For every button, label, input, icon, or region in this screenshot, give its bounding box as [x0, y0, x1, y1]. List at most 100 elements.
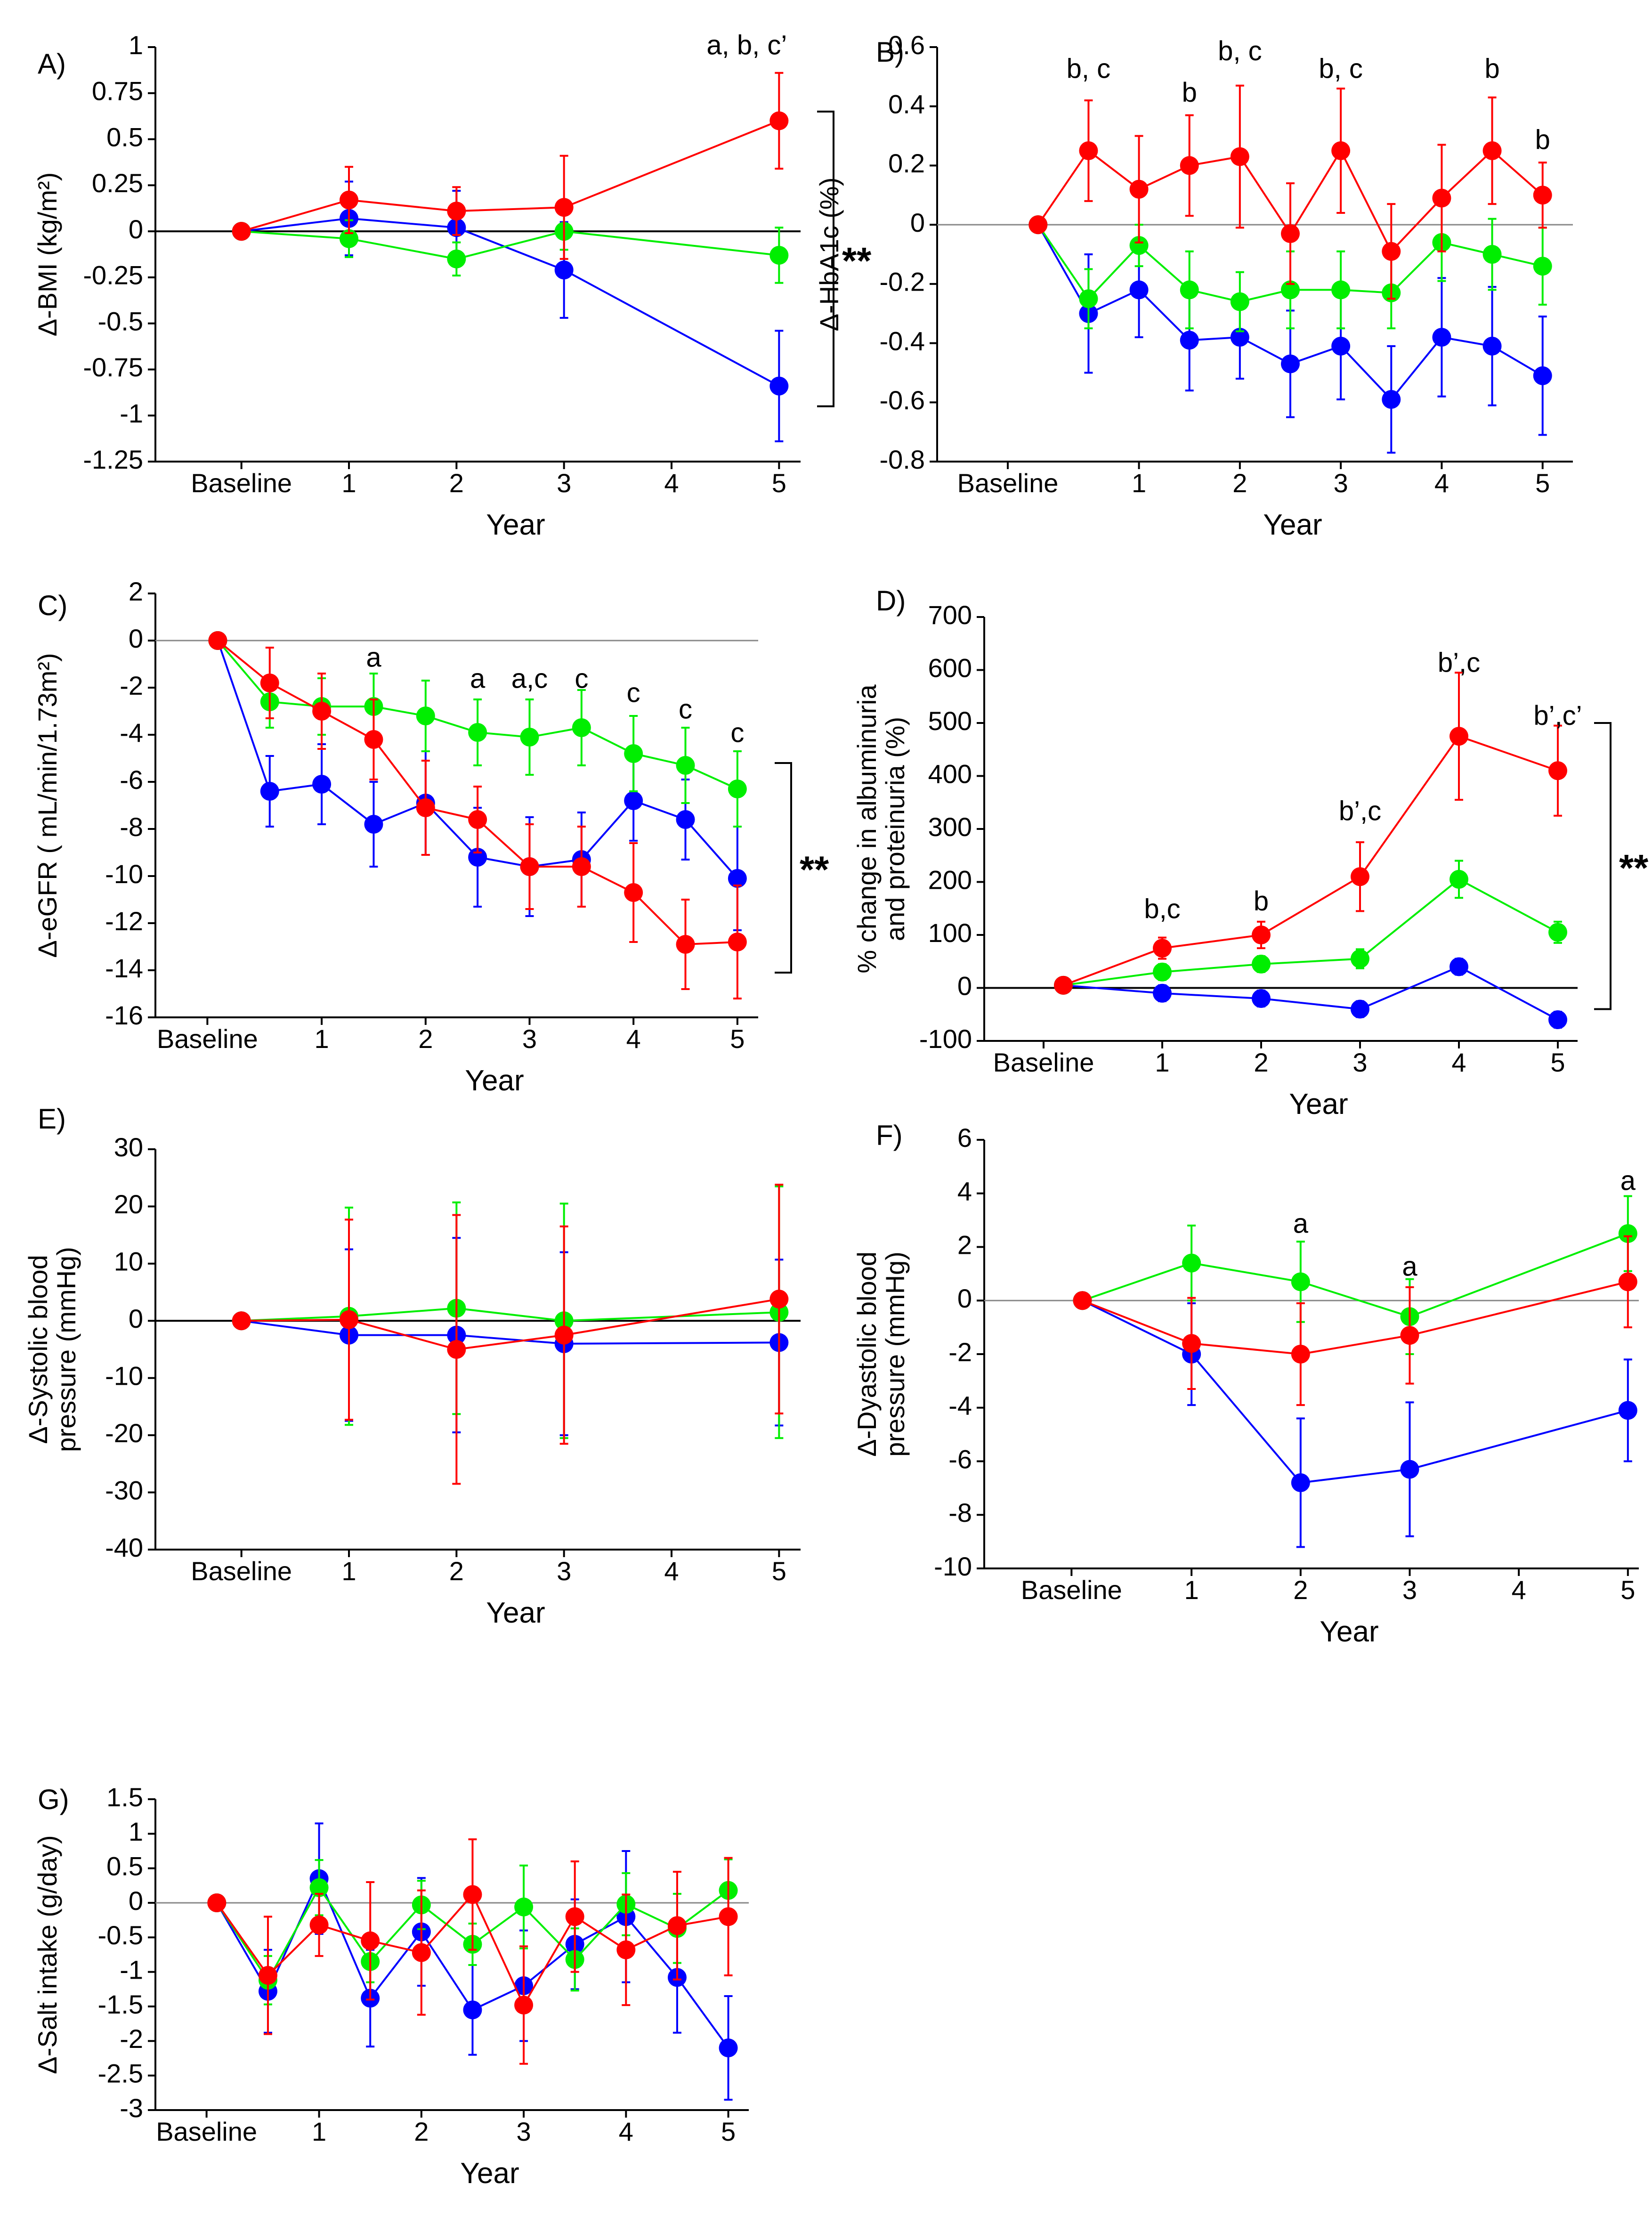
data-point: [447, 249, 466, 268]
data-point: [1548, 923, 1567, 942]
x-tick-label: 2: [1293, 1575, 1308, 1605]
y-tick-label: -6: [120, 765, 143, 795]
significance-label: b: [1535, 124, 1550, 155]
y-tick-label: 0.2: [888, 148, 925, 178]
data-point: [232, 222, 251, 241]
x-tick-label: 2: [449, 1556, 464, 1586]
panel-label: C): [38, 590, 67, 621]
y-axis-title-line2: pressure (mmHg): [51, 1247, 81, 1452]
data-point: [1450, 869, 1468, 889]
significance-label: a, b, c’: [706, 30, 787, 60]
data-point: [447, 202, 466, 221]
data-point: [416, 706, 435, 725]
data-point: [1331, 141, 1351, 160]
data-point: [572, 718, 591, 737]
significance-label: b,c: [1144, 894, 1180, 925]
y-tick-label: 0: [957, 1283, 972, 1313]
data-point: [676, 756, 695, 775]
y-axis-title: Δ-HbA1c (%): [814, 178, 844, 332]
x-tick-label: 3: [1352, 1048, 1367, 1077]
data-point: [309, 1915, 329, 1934]
panel-d: D) 700 600 500 400 300 200 100 0 -100 Baseline 1 2 3 4…: [852, 585, 1649, 1121]
data-point: [312, 702, 332, 721]
x-tick-label: 2: [414, 2117, 429, 2146]
data-point: [676, 810, 695, 829]
data-point: [1450, 957, 1468, 976]
panel-label: B): [876, 36, 904, 68]
y-tick-label: -12: [105, 906, 143, 936]
x-tick-label: 4: [1434, 468, 1449, 498]
y-axis-title-line2: and proteinuria (%): [880, 717, 910, 941]
series-red: [1073, 1235, 1637, 1406]
series-blue: [232, 1237, 789, 1437]
data-point: [616, 1940, 636, 1959]
data-point: [769, 111, 789, 130]
x-axis-title: Year: [460, 2157, 519, 2190]
bracket-label: **: [800, 849, 829, 891]
data-point: [1432, 328, 1451, 347]
x-tick-label: 2: [418, 1024, 433, 1054]
y-tick-label: -40: [105, 1533, 143, 1562]
data-point: [1331, 336, 1351, 356]
significance-label: b: [1254, 886, 1269, 917]
y-tick-label: 0: [129, 214, 143, 244]
y-tick-label: -1.5: [98, 1990, 144, 2019]
significance-label: b’,c: [1438, 648, 1480, 678]
x-tick-label: 2: [1232, 468, 1247, 498]
series-line: [1082, 1281, 1628, 1356]
series-line: [1082, 1233, 1628, 1318]
x-tick-label: 5: [772, 468, 786, 498]
y-tick-label: -0.5: [98, 306, 144, 336]
series-red: [207, 1838, 738, 2065]
data-point: [208, 631, 227, 650]
y-tick-label: 0: [129, 1304, 143, 1333]
significance-bracket: [817, 110, 834, 407]
data-point: [309, 1878, 329, 1897]
data-point: [1618, 1401, 1637, 1420]
y-axis-title: Δ-BMI (kg/m²): [32, 172, 62, 336]
data-point: [520, 857, 539, 876]
significance-label: a: [1293, 1208, 1309, 1239]
significance-label: b, c: [1319, 54, 1363, 84]
x-tick-label: Baseline: [957, 468, 1059, 498]
y-tick-label: -4: [948, 1391, 972, 1421]
x-tick-label: 4: [664, 1556, 679, 1586]
y-tick-label: -100: [919, 1024, 972, 1054]
y-tick-label: 0.6: [888, 30, 925, 60]
y-axis-title: Δ-Salt intake (g/day): [32, 1835, 62, 2074]
series-line: [1082, 1299, 1628, 1484]
y-tick-label: 300: [928, 812, 972, 842]
significance-bracket: [775, 762, 792, 974]
data-point: [1073, 1291, 1092, 1310]
data-point: [1400, 1326, 1419, 1345]
y-tick-label: 0.5: [106, 122, 143, 152]
x-axis-title: Year: [465, 1064, 524, 1097]
x-tick-label: 3: [557, 1556, 571, 1586]
y-tick-label: 0: [957, 971, 972, 1000]
data-point: [1400, 1460, 1419, 1479]
data-point: [719, 1907, 738, 1926]
y-axis-title: Δ-Dyastolic blood: [852, 1251, 882, 1457]
y-tick-label: 10: [114, 1247, 143, 1276]
data-point: [554, 260, 574, 280]
data-point: [1153, 983, 1172, 1003]
y-tick-label: -2: [120, 671, 143, 700]
y-tick-label: 20: [114, 1189, 143, 1219]
data-point: [624, 883, 643, 902]
data-point: [468, 810, 487, 829]
significance-label: a: [1402, 1251, 1417, 1282]
x-tick-label: 3: [557, 468, 571, 498]
data-point: [463, 1885, 482, 1904]
x-tick-label: 4: [626, 1024, 641, 1054]
x-tick-label: 2: [1254, 1048, 1268, 1077]
bracket-label: **: [842, 240, 872, 282]
y-tick-label: -8: [948, 1498, 972, 1527]
y-tick-label: 0.4: [888, 89, 925, 119]
x-tick-label: 5: [1535, 468, 1550, 498]
data-point: [232, 1311, 251, 1331]
data-point: [1153, 962, 1172, 982]
data-point: [260, 674, 279, 692]
significance-label: c: [730, 717, 744, 748]
data-point: [1482, 245, 1502, 264]
data-point: [1054, 975, 1073, 995]
